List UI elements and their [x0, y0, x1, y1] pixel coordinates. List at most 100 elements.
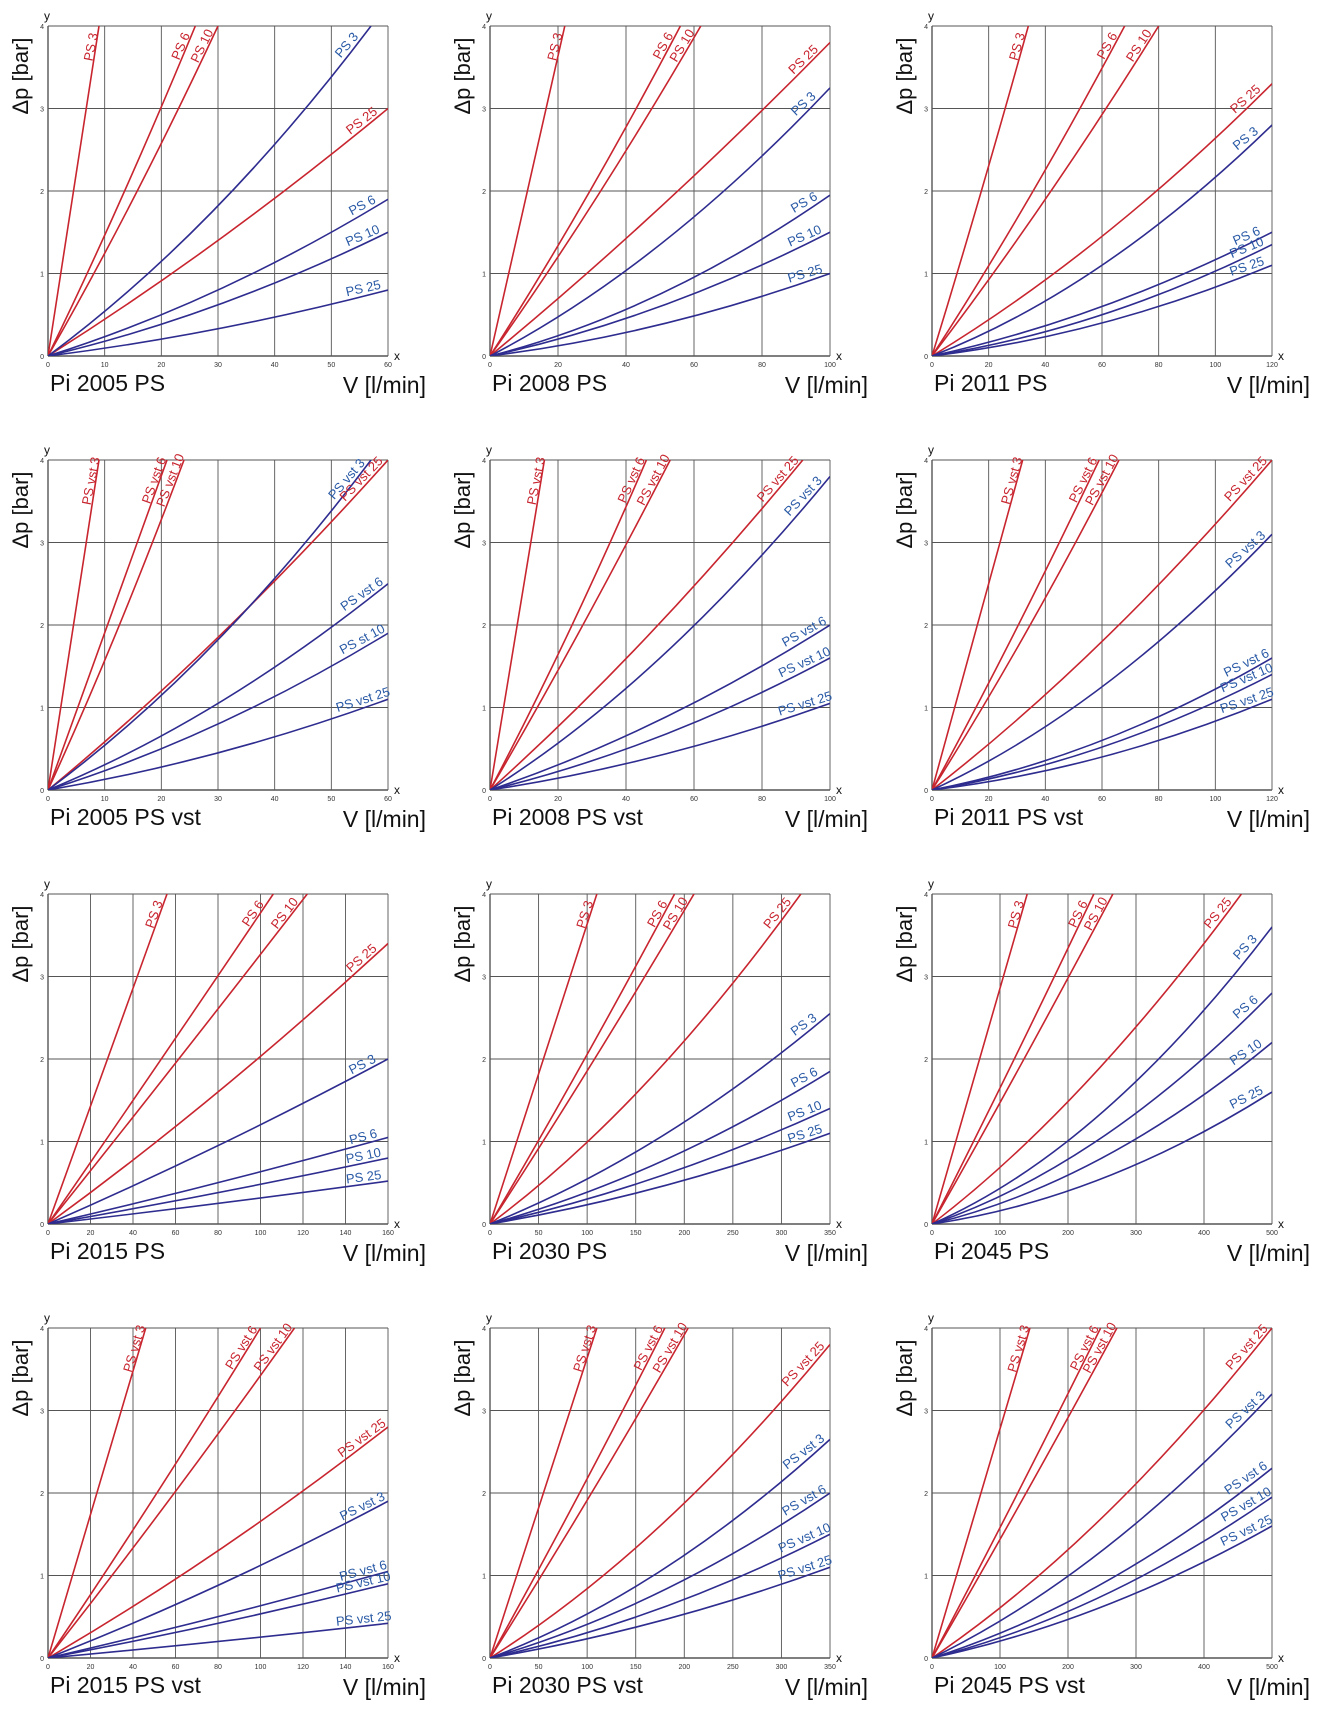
curve-blue — [490, 1132, 830, 1224]
curve-blue — [932, 243, 1272, 356]
x-tick-label: 150 — [630, 1230, 642, 1237]
curve-label: PS vst 3 — [1004, 1323, 1032, 1374]
curve-label: PS 6 — [788, 189, 820, 216]
curve-label: PS 3 — [544, 31, 565, 62]
curve-blue — [490, 475, 830, 790]
curve-blue — [932, 657, 1272, 790]
curve-blue — [932, 698, 1272, 790]
y-tick-label: 0 — [482, 354, 486, 361]
x-axis-label: V [l/min] — [784, 1674, 868, 1700]
curve-label: PS 3 — [1006, 31, 1028, 62]
x-tick-label: 100 — [994, 1664, 1006, 1671]
curve-red — [48, 26, 197, 356]
x-tick-label: 250 — [727, 1230, 739, 1237]
x-tick-label: 100 — [824, 362, 836, 369]
curve-blue — [490, 1013, 830, 1224]
x-tick-label: 50 — [535, 1664, 543, 1671]
curve-blue — [932, 1525, 1272, 1658]
y-axis-letter: y — [928, 9, 934, 23]
x-tick-label: 200 — [678, 1230, 690, 1237]
curve-blue — [48, 1180, 388, 1224]
chart-title: Pi 2005 PS vst — [50, 804, 201, 830]
x-tick-label: 50 — [327, 362, 335, 369]
x-tick-label: 80 — [214, 1664, 222, 1671]
y-tick-label: 3 — [40, 1409, 44, 1416]
curve-red — [932, 460, 1024, 790]
y-axis-letter: y — [486, 1311, 492, 1325]
y-tick-label: 4 — [924, 458, 928, 465]
chart-svg: 0 50 100 150 200 250 300 350 0 1 2 3 4 x y PS vst 3 PS v… — [482, 1311, 842, 1671]
x-tick-label: 30 — [214, 362, 222, 369]
curve-blue — [490, 194, 830, 356]
x-tick-label: 100 — [824, 796, 836, 803]
y-tick-label: 2 — [482, 1491, 486, 1498]
x-tick-label: 80 — [214, 1230, 222, 1237]
y-axis-label: Δp [bar] — [450, 37, 475, 115]
curve-red — [490, 894, 598, 1224]
y-tick-label: 0 — [482, 788, 486, 795]
x-tick-label: 10 — [101, 362, 109, 369]
y-tick-label: 2 — [924, 189, 928, 196]
y-tick-label: 1 — [40, 272, 44, 279]
chart-panel: 0 20 40 60 80 100 0 1 2 3 4 x y PS vst 3 PS vst 6 PS vs… — [446, 438, 886, 866]
y-axis-letter: y — [486, 877, 492, 891]
x-tick-label: 400 — [1198, 1664, 1210, 1671]
x-axis-letter: x — [836, 1651, 842, 1665]
curve-blue — [490, 231, 830, 356]
curve-blue — [932, 1496, 1272, 1658]
curve-red — [48, 942, 388, 1224]
curve-blue — [932, 673, 1272, 790]
y-tick-label: 0 — [924, 354, 928, 361]
y-tick-label: 2 — [40, 189, 44, 196]
x-tick-label: 0 — [488, 1664, 492, 1671]
x-tick-label: 120 — [1266, 362, 1278, 369]
x-tick-label: 300 — [776, 1230, 788, 1237]
x-tick-label: 0 — [930, 1664, 934, 1671]
curve-red — [490, 1328, 689, 1658]
y-tick-label: 1 — [482, 1574, 486, 1581]
y-axis-label: Δp [bar] — [892, 37, 917, 115]
curve-red — [48, 1426, 388, 1658]
y-axis-label: Δp [bar] — [8, 905, 33, 983]
x-tick-label: 40 — [622, 796, 630, 803]
x-axis-label: V [l/min] — [1226, 1240, 1310, 1266]
curve-group — [490, 26, 830, 356]
y-tick-label: 0 — [924, 788, 928, 795]
y-axis-label: Δp [bar] — [8, 471, 33, 549]
curve-group — [932, 460, 1272, 790]
x-tick-label: 0 — [930, 362, 934, 369]
x-tick-label: 30 — [214, 796, 222, 803]
curve-group — [932, 26, 1272, 356]
y-tick-label: 4 — [40, 24, 44, 31]
curve-red — [932, 1328, 1102, 1658]
curve-red — [490, 460, 804, 790]
x-tick-label: 20 — [87, 1230, 95, 1237]
curve-label: PS 25 — [345, 1167, 382, 1186]
curve-label: PS vst 6 — [779, 1481, 828, 1518]
curve-label: PS 3 — [788, 88, 819, 118]
chart-panel: 0 100 200 300 400 500 0 1 2 3 4 x y PS 3 PS 6 PS 10 PS 2… — [888, 872, 1321, 1300]
y-tick-label: 2 — [40, 623, 44, 630]
curve-label: PS 10 — [187, 27, 216, 65]
chart-svg: 0 10 20 30 40 50 60 0 1 2 3 4 x y PS vst 3 PS vst 6 PS v… — [40, 443, 400, 803]
x-axis-letter: x — [394, 1651, 400, 1665]
y-axis-label: Δp [bar] — [450, 905, 475, 983]
curve-label: PS vst 6 — [337, 574, 385, 614]
curve-label: PS 10 — [268, 894, 302, 931]
curve-blue — [932, 992, 1272, 1224]
y-tick-label: 3 — [40, 975, 44, 982]
y-axis-letter: y — [44, 443, 50, 457]
x-tick-label: 100 — [581, 1664, 593, 1671]
x-tick-label: 120 — [1266, 796, 1278, 803]
y-tick-label: 4 — [40, 892, 44, 899]
x-tick-label: 100 — [581, 1230, 593, 1237]
curve-label: PS 10 — [1123, 26, 1155, 64]
y-tick-label: 4 — [482, 1326, 486, 1333]
x-axis-label: V [l/min] — [1226, 806, 1310, 832]
x-axis-label: V [l/min] — [784, 372, 868, 398]
curve-red — [48, 26, 219, 356]
